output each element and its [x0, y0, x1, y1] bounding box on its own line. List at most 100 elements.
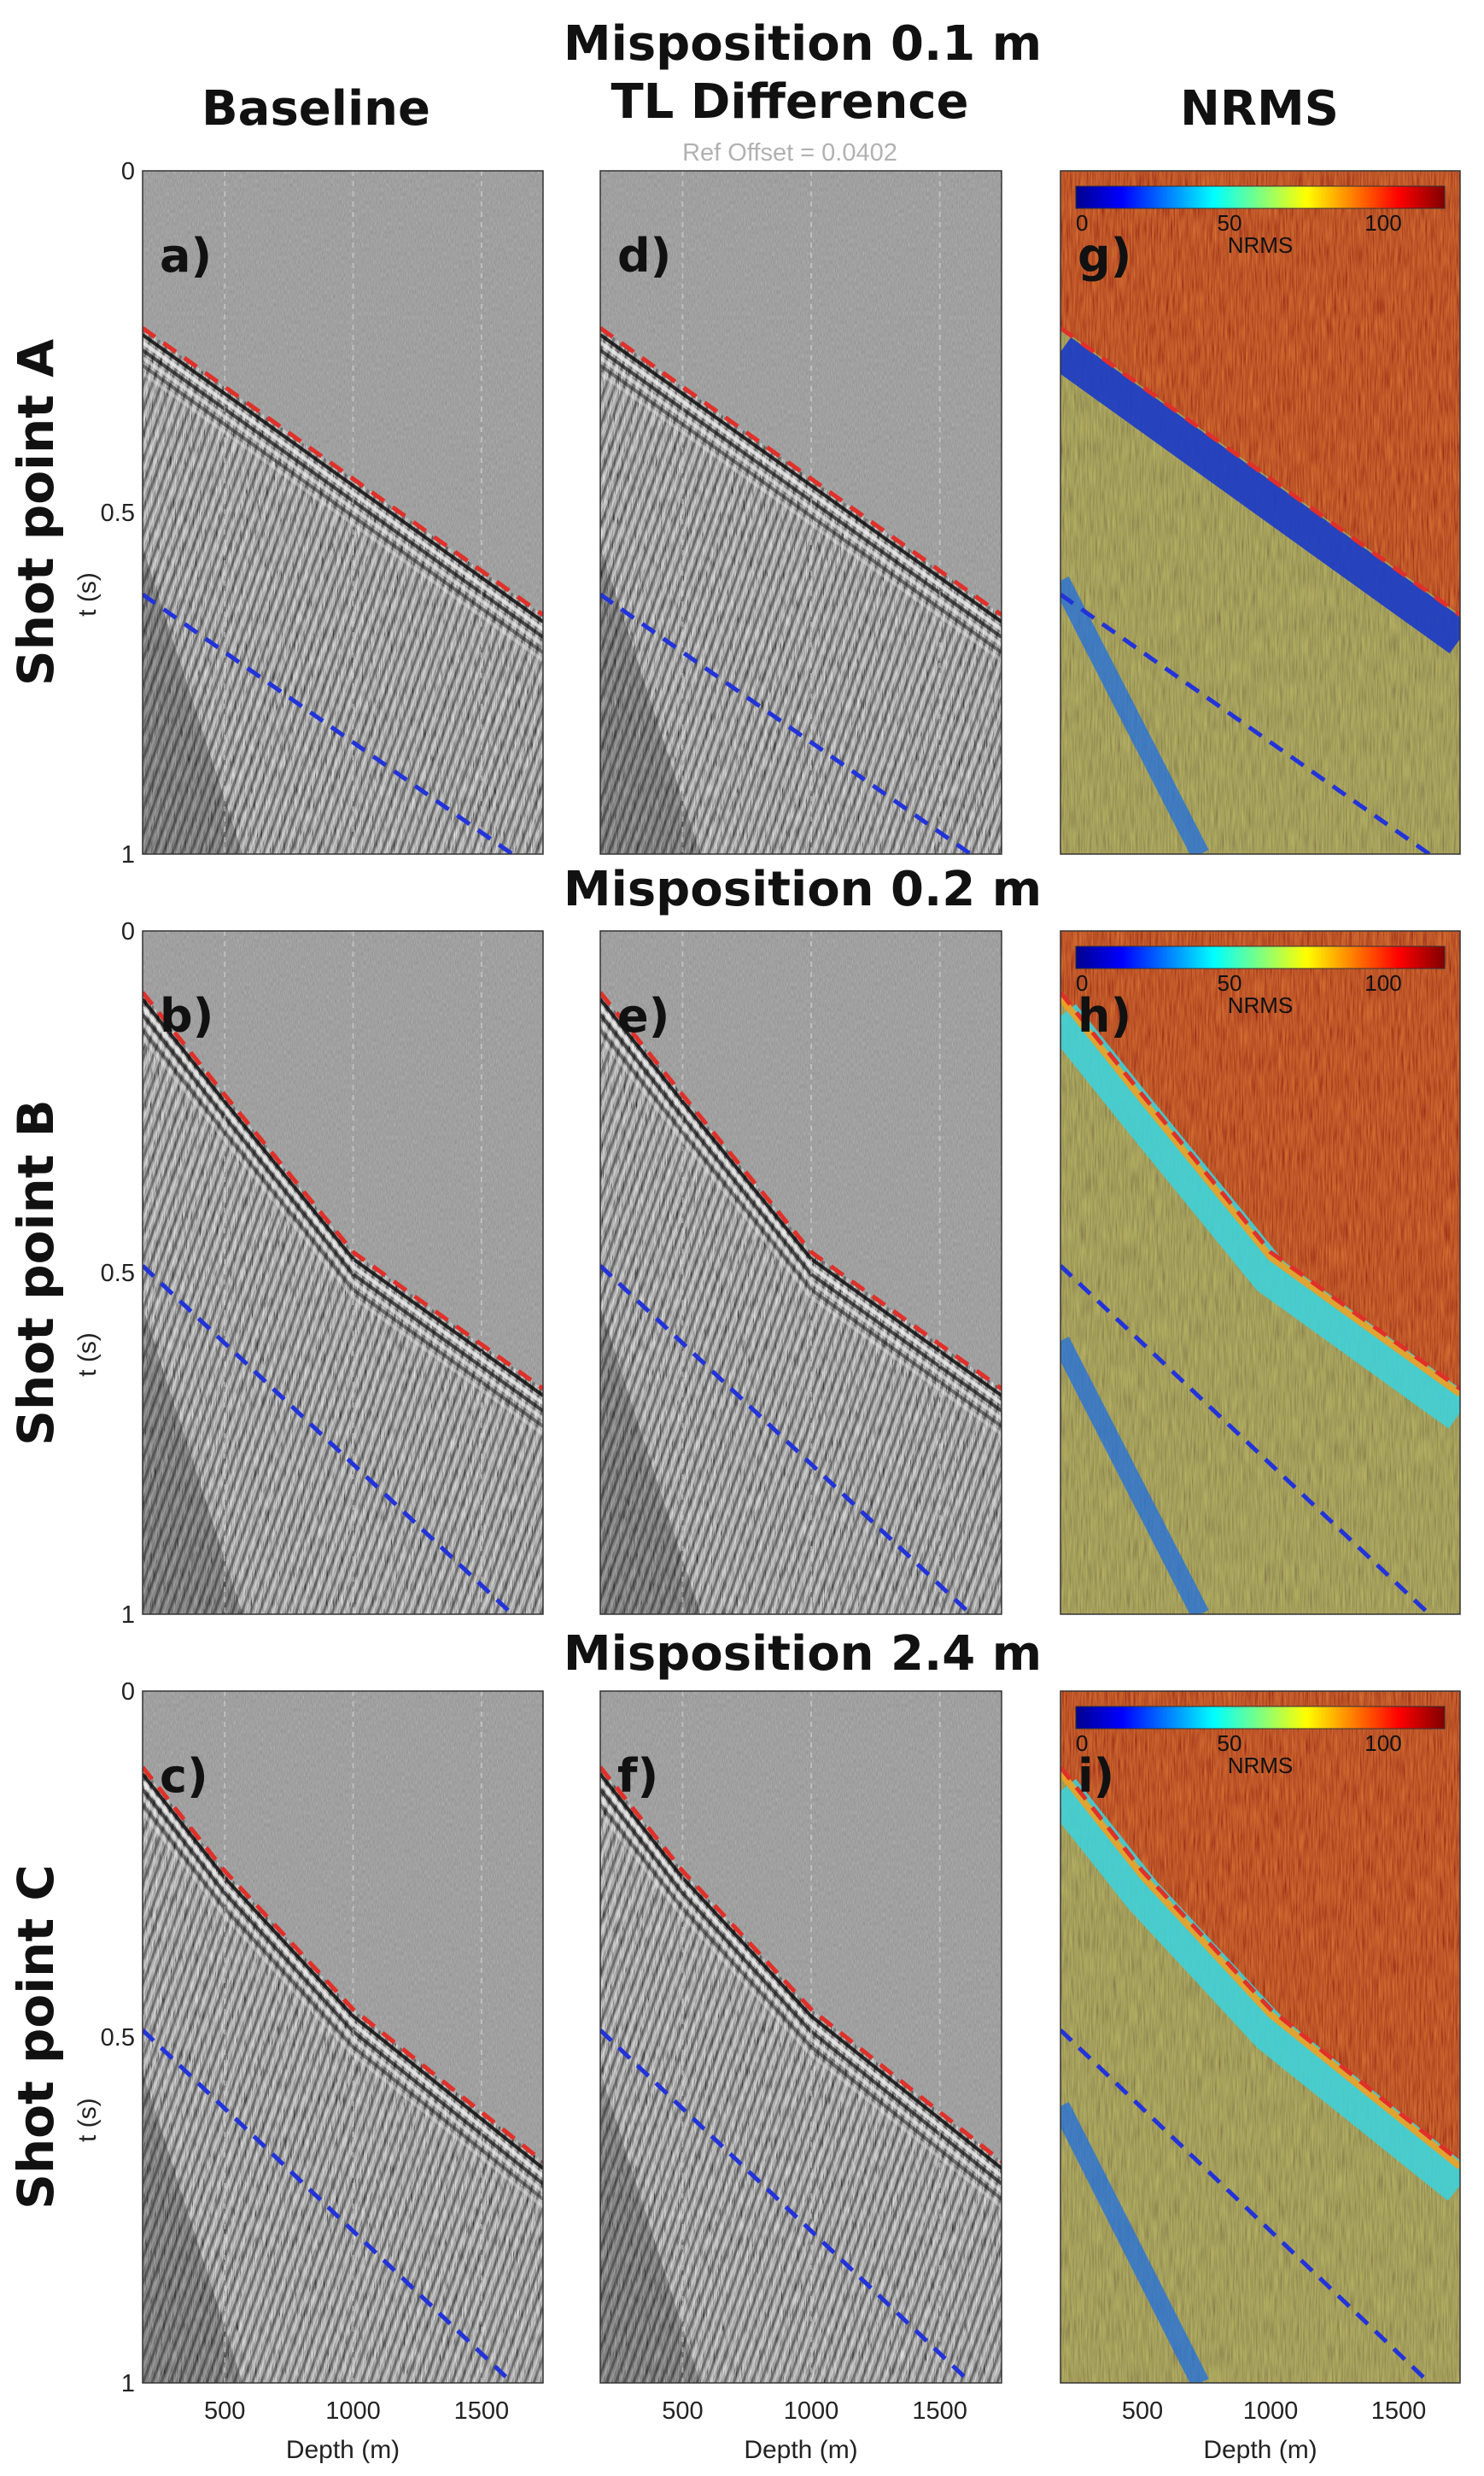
first-arrival-band [143, 356, 543, 647]
x-tick-label: 500 [1122, 2397, 1163, 2425]
colorbar-tick-label: 100 [1364, 1730, 1401, 1756]
nrms-low-streak [1060, 576, 1209, 854]
x-tick-label: 1500 [912, 2397, 967, 2425]
nrms-colorbar [1075, 945, 1446, 969]
first-arrival-band [143, 333, 543, 623]
panel-c: c) [142, 1690, 544, 2384]
panel-label-a: a) [160, 229, 212, 283]
colorbar-label: NRMS [1228, 1753, 1294, 1778]
first-arrival-band [143, 1028, 543, 1428]
panel-label-h: h) [1078, 989, 1131, 1043]
blue-pick-line [1060, 1264, 1431, 1614]
first-arrival-band [143, 348, 543, 639]
first-arrival-band [143, 998, 543, 1397]
blue-pick-line [600, 2028, 973, 2383]
misposition-label-3: Misposition 2.4 m [564, 1626, 1042, 1682]
misposition-label-2: Misposition 0.2 m [564, 862, 1042, 917]
first-arrival-band [600, 333, 1002, 623]
first-arrival-band [143, 1005, 543, 1405]
header-tl-difference: TL Difference [611, 74, 968, 130]
colorbar-label: NRMS [1228, 992, 1294, 1018]
panel-i: 0 50 100 NRMS i) [1060, 1690, 1461, 2384]
first-arrival-band [600, 1803, 1002, 2201]
first-arrival-band [143, 1021, 543, 1420]
nrms-first-arrival-band [1060, 1004, 1460, 1429]
first-arrival-band [600, 1811, 1002, 2209]
nrms-first-arrival-band [1060, 337, 1460, 654]
red-pick-line [600, 1765, 1002, 2163]
first-arrival-band [600, 1788, 1002, 2186]
panel-frame [142, 170, 544, 855]
first-arrival-band [600, 1021, 1002, 1420]
header-nrms: NRMS [1180, 81, 1339, 137]
y-tick-label: 0.5 [101, 2024, 135, 2052]
panel-a: a) [142, 170, 544, 855]
red-pick-line [1060, 991, 1460, 1391]
first-arrival-band [600, 364, 1002, 654]
surface-wave-cone [600, 2071, 701, 2383]
row-label-shot-point-a: Shot point A [7, 339, 65, 686]
red-pick-line [600, 991, 1002, 1391]
first-arrival-band [143, 1795, 543, 2193]
panel-frame [1060, 930, 1461, 1615]
red-pick-line [1060, 325, 1460, 618]
first-arrival-band [600, 348, 1002, 639]
x-axis-label: Depth (m) [1203, 2436, 1317, 2464]
panel-image: 0 50 100 NRMS [1060, 171, 1460, 854]
panel-label-e: e) [617, 989, 669, 1043]
panel-h: 0 50 100 NRMS h) [1060, 930, 1461, 1615]
first-arrival-band [143, 1788, 543, 2186]
y-axis-label: t (s) [73, 1332, 102, 1377]
colorbar-tick-label: 100 [1364, 210, 1401, 236]
panel-image [143, 931, 543, 1614]
top-overlay-text: Ref Offset = 0.0402 [682, 139, 897, 167]
nrms-band-edge [1060, 1770, 1460, 2169]
first-arrival-band [600, 1772, 1002, 2170]
colorbar-tick-label: 50 [1218, 210, 1242, 236]
red-pick-line [600, 325, 1002, 618]
panel-frame [1060, 170, 1461, 855]
surface-wave-cone [143, 547, 243, 854]
colorbar-label: NRMS [1228, 232, 1294, 258]
first-arrival-band [600, 372, 1002, 662]
header-baseline: Baseline [202, 81, 430, 137]
y-tick-label: 0 [121, 918, 135, 945]
y-tick-label: 0.5 [101, 1260, 135, 1287]
panel-label-g: g) [1078, 229, 1131, 283]
colorbar-tick-label: 0 [1076, 1730, 1088, 1756]
first-arrival-band [600, 1013, 1002, 1413]
first-arrival-band [143, 341, 543, 631]
x-tick-label: 500 [204, 2397, 245, 2425]
surface-wave-cone [143, 1307, 243, 1614]
nrms-band-edge [1060, 995, 1460, 1397]
blue-pick-line [600, 1264, 973, 1614]
panel-label-d: d) [617, 229, 671, 283]
panel-image: 0 50 100 NRMS [1060, 931, 1460, 1614]
colorbar-tick-label: 0 [1076, 970, 1088, 996]
y-tick-label: 1 [121, 841, 135, 869]
first-arrival-band [143, 372, 543, 662]
colorbar-tick-label: 0 [1076, 210, 1088, 236]
surface-wave-cone [143, 2071, 243, 2383]
y-tick-label: 0 [121, 1678, 135, 1706]
panel-frame [142, 1690, 544, 2384]
y-axis-label: t (s) [73, 2098, 102, 2142]
nrms-low-streak [1060, 1336, 1209, 1614]
panel-image [143, 1691, 543, 2383]
colorbar-tick-label: 50 [1218, 1730, 1242, 1756]
panel-frame [142, 930, 544, 1615]
panel-label-b: b) [160, 989, 213, 1043]
panel-d: d) [599, 170, 1002, 855]
panel-frame [599, 170, 1002, 855]
nrms-low-streak [1060, 2102, 1209, 2383]
red-pick-line [143, 325, 543, 618]
nrms-first-arrival-band [1060, 1778, 1460, 2201]
first-arrival-band [143, 1803, 543, 2201]
first-arrival-band [143, 1772, 543, 2170]
blue-pick-line [1060, 2028, 1431, 2383]
row-label-shot-point-b: Shot point B [7, 1099, 65, 1446]
x-axis-label: Depth (m) [286, 2436, 400, 2464]
first-arrival-band [600, 998, 1002, 1397]
surface-wave-cone [600, 1307, 701, 1614]
first-arrival-band [600, 1780, 1002, 2178]
